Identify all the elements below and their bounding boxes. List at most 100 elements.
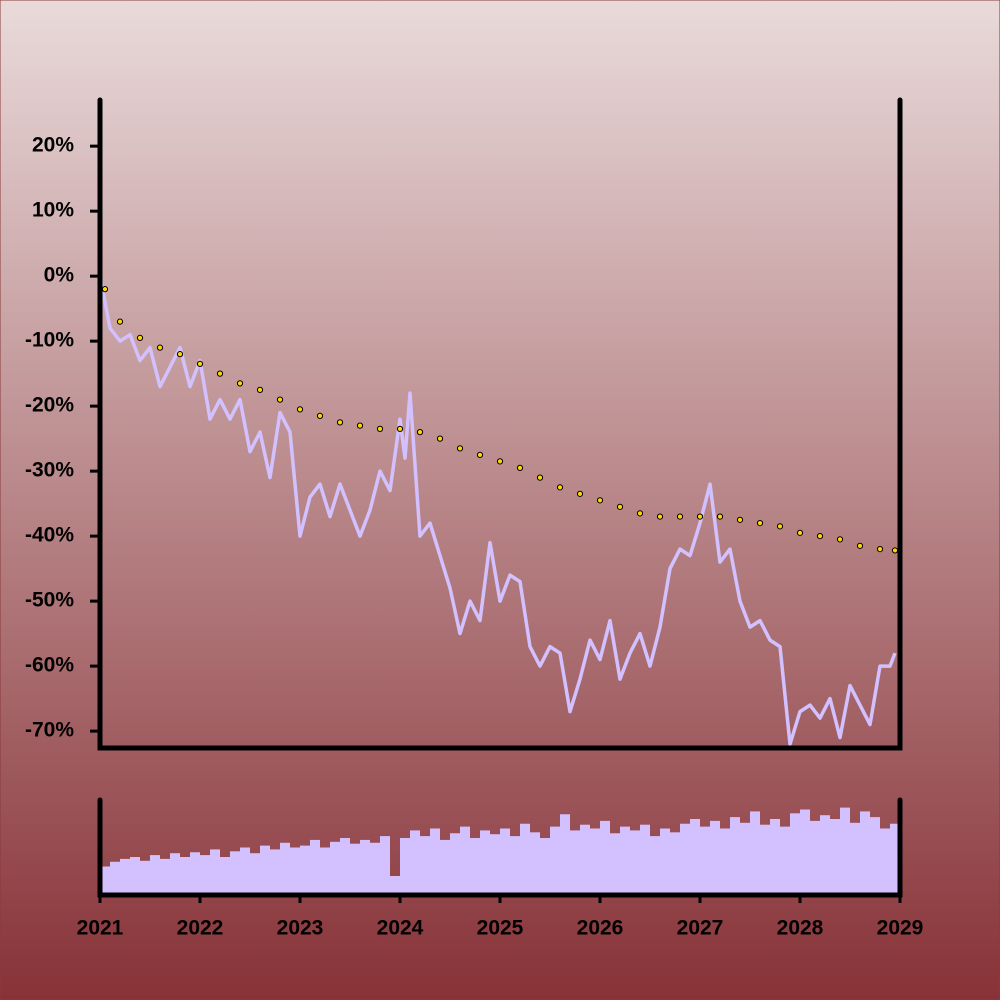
volume-bar [250,853,260,895]
volume-bar [420,836,430,895]
volume-bar [810,820,820,895]
ma-dot [336,419,344,426]
ma-dot [756,520,764,527]
x-tick-label: 2027 [677,917,724,940]
volume-bar [440,839,450,895]
volume-bar [480,830,490,895]
volume-bar [670,832,680,895]
volume-bar [270,849,280,895]
volume-bar [280,842,290,895]
ma-dot [656,513,664,520]
volume-bar [830,819,840,895]
y-tick-label: -30% [25,459,74,482]
x-tick-label: 2021 [77,917,124,940]
volume-bar [680,823,690,895]
ma-dot [716,513,724,520]
ma-dot [876,546,884,553]
volume-bar [370,842,380,895]
volume-bar [170,853,180,895]
volume-bar [560,814,570,895]
volume-bar [180,857,190,895]
y-tick-label: 0% [44,264,75,287]
x-tick-label: 2026 [577,917,624,940]
ma-dot [376,425,384,432]
volume-bar [550,826,560,895]
ma-dot [456,445,464,452]
volume-bar [700,826,710,895]
ma-dot [216,370,224,377]
volume-bar [300,845,310,895]
ma-dot [736,516,744,523]
ma-dot [396,425,404,432]
volume-bar [240,847,250,895]
volume-bar [510,836,520,895]
ma-dot [496,458,504,465]
ma-dot [196,360,204,367]
x-tick-label: 2028 [777,917,824,940]
volume-bar [520,823,530,895]
y-tick-label: 20% [32,134,74,157]
x-tick-label: 2023 [277,917,324,940]
volume-bar [610,833,620,895]
ma-dot [176,351,184,358]
volume-bar [570,830,580,895]
y-tick-label: -40% [25,524,74,547]
ma-dot [816,533,824,540]
volume-bar [200,855,210,895]
volume-bar [390,876,400,895]
ma-dot [136,334,144,341]
volume-bar [130,857,140,895]
ma-dot [596,497,604,504]
volume-bar [770,819,780,895]
volume-bar [460,826,470,895]
volume-bar [150,855,160,895]
volume-bar [820,815,830,895]
volume-bar [500,828,510,895]
ma-dot [836,536,844,543]
volume-bar [210,849,220,895]
ma-dot [536,474,544,481]
volume-bar [160,858,170,895]
x-tick-label: 2025 [477,917,524,940]
volume-bar [890,823,900,895]
ma-dot [296,406,304,413]
volume-bar [470,838,480,895]
volume-bar [350,843,360,895]
volume-bar [690,819,700,895]
ma-dot [891,547,899,554]
volume-bar [880,828,890,895]
volume-bar [340,838,350,895]
x-tick-label: 2024 [377,917,424,940]
x-tick-label: 2022 [177,917,224,940]
y-tick-label: -10% [25,329,74,352]
volume-bar [750,811,760,895]
volume-bar [640,824,650,895]
volume-bar [660,828,670,895]
volume-bar [290,847,300,895]
volume-bar [220,857,230,895]
y-tick-label: -20% [25,394,74,417]
volume-bar [230,851,240,895]
volume-bar [620,826,630,895]
volume-bar [120,858,130,895]
plot-layer: 20% 10% 0% -10% -20% -30% -40% -50% -60% -70% 2021… [25,97,923,940]
volume-bar [590,828,600,895]
ma-dot [676,513,684,520]
y-tick-label: -70% [25,719,74,742]
volume-bar [190,852,200,895]
ma-dot [316,412,324,419]
volume-bar [630,830,640,895]
volume-bar [790,813,800,895]
volume-bar [600,820,610,895]
volume-bar [490,834,500,895]
ma-dot [576,490,584,497]
volume-bar [450,833,460,895]
axis-frame [97,97,903,751]
ma-dot [476,451,484,458]
ma-dot [236,380,244,387]
ma-dot [696,513,704,520]
ma-dot [116,318,124,325]
ma-dot [416,429,424,436]
volume-bar [760,824,770,895]
ma-dot [276,396,284,403]
